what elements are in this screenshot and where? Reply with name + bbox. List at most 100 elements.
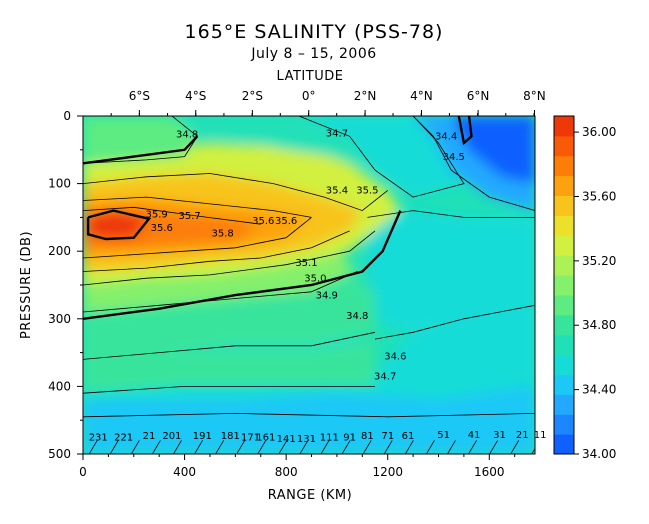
contour-label: 181: [221, 431, 240, 442]
contour-label: 201: [162, 431, 181, 442]
colorbar-swatch: [554, 394, 574, 415]
contour-line: [83, 196, 312, 218]
colorbar-swatch: [554, 414, 574, 435]
colorbar-swatch: [554, 275, 574, 296]
contour-label: 35.5: [356, 186, 378, 197]
chart-title: 165°E SALINITY (PSS-78): [185, 21, 444, 43]
contour-line-bold: [83, 210, 402, 320]
station-mark: [299, 440, 309, 454]
station-mark: [236, 440, 246, 454]
contour-label: 34.4: [435, 132, 457, 143]
station-mark: [404, 440, 414, 454]
contour-label: 111: [320, 432, 339, 443]
colorbar-label: 34.00: [582, 447, 616, 461]
contour-label: 61: [402, 431, 415, 442]
station-mark: [109, 440, 119, 454]
contour-label: 35.6: [252, 216, 274, 227]
top-axis-title: LATITUDE: [277, 69, 344, 84]
station-mark: [194, 440, 203, 454]
colorbar-swatch: [554, 155, 574, 177]
x-axis-title: RANGE (KM): [268, 488, 352, 503]
contour-line: [83, 271, 358, 313]
x-tick-label: 800: [275, 465, 298, 479]
contour-line: [367, 210, 535, 218]
contour-label: 34.7: [326, 128, 348, 139]
contour-label: 34.8: [176, 130, 198, 141]
contour-line: [83, 173, 388, 212]
contour-label: 34.6: [384, 351, 406, 362]
contour-label: 231: [89, 432, 108, 443]
contour-line: [298, 116, 465, 198]
colorbar-swatch: [554, 374, 574, 395]
salinity-region: [83, 278, 375, 360]
contour-label: 51: [437, 430, 450, 441]
y-tick-label: 500: [48, 447, 71, 461]
top-tick-label: 4°N: [410, 89, 433, 103]
salinity-region: [367, 210, 535, 333]
contour-line-bold: [86, 209, 152, 241]
contour-line: [83, 206, 261, 225]
contour-line: [83, 116, 198, 164]
colorbar-label: 35.20: [582, 254, 616, 268]
contour-line: [83, 230, 376, 286]
chart-subtitle: July 8 – 15, 2006: [250, 46, 376, 62]
colorbar-swatch: [554, 135, 574, 157]
top-tick-label: 4°S: [185, 89, 206, 103]
top-tick-label: 0°: [302, 89, 316, 103]
salinity-region: [83, 339, 375, 394]
contour-label: 35.6: [275, 216, 297, 227]
colorbar-frame: [553, 115, 575, 455]
contour-line-bold: [457, 116, 473, 146]
contour-label: 21: [143, 431, 156, 442]
x-tick-label: 1600: [474, 465, 505, 479]
contour-label: 35.4: [326, 186, 348, 197]
contour-label: 35.1: [295, 258, 317, 269]
contour-line: [83, 331, 376, 360]
station-mark: [510, 440, 520, 454]
station-mark: [152, 440, 161, 454]
station-mark: [489, 440, 498, 454]
colorbar-swatch: [554, 235, 574, 256]
contour-line-bold: [83, 135, 199, 165]
contour-line: [83, 386, 375, 394]
x-tick-label: 1200: [372, 465, 403, 479]
salinity-region: [83, 251, 358, 312]
colorbar-label: 34.80: [582, 318, 616, 332]
contour-line: [374, 304, 535, 340]
station-mark: [130, 440, 140, 454]
salinity-field: [83, 116, 535, 454]
station-mark: [447, 440, 456, 454]
station-mark: [320, 440, 330, 454]
contour-label: 35.6: [151, 223, 173, 234]
salinity-region: [171, 116, 375, 171]
contour-label: 34.9: [316, 291, 338, 302]
contour-label: 35.9: [146, 209, 168, 220]
station-mark: [383, 440, 393, 454]
contour-line: [83, 217, 312, 259]
station-mark: [531, 447, 535, 454]
contour-label: 161: [256, 432, 275, 443]
y-tick-label: 0: [63, 109, 71, 123]
colorbar: 34.00 34.40 34.80 35.20 35.60 36.00: [553, 115, 616, 461]
colorbar-label: 36.00: [582, 125, 616, 139]
contour-line: [83, 230, 350, 272]
contour-line: [412, 116, 535, 211]
contour-label: 191: [193, 431, 212, 442]
x-tick-label: 400: [173, 465, 196, 479]
station-mark: [426, 440, 435, 454]
contour-label: 81: [361, 431, 374, 442]
station-mark: [278, 440, 288, 454]
contour-label: 21: [516, 430, 529, 441]
contour-label: 35.7: [179, 211, 201, 222]
station-mark: [173, 440, 182, 454]
colorbar-swatch: [554, 314, 574, 336]
contour-label: 131: [297, 434, 316, 445]
colorbar-swatch: [554, 195, 574, 216]
y-tick-label: 200: [48, 244, 71, 258]
contour-label: 35.0: [304, 274, 326, 285]
colorbar-swatch: [554, 255, 574, 276]
colorbar-swatch: [554, 334, 574, 356]
top-tick-label: 2°S: [242, 89, 263, 103]
colorbar-swatch: [554, 354, 574, 375]
contour-label: 34.7: [374, 372, 396, 383]
